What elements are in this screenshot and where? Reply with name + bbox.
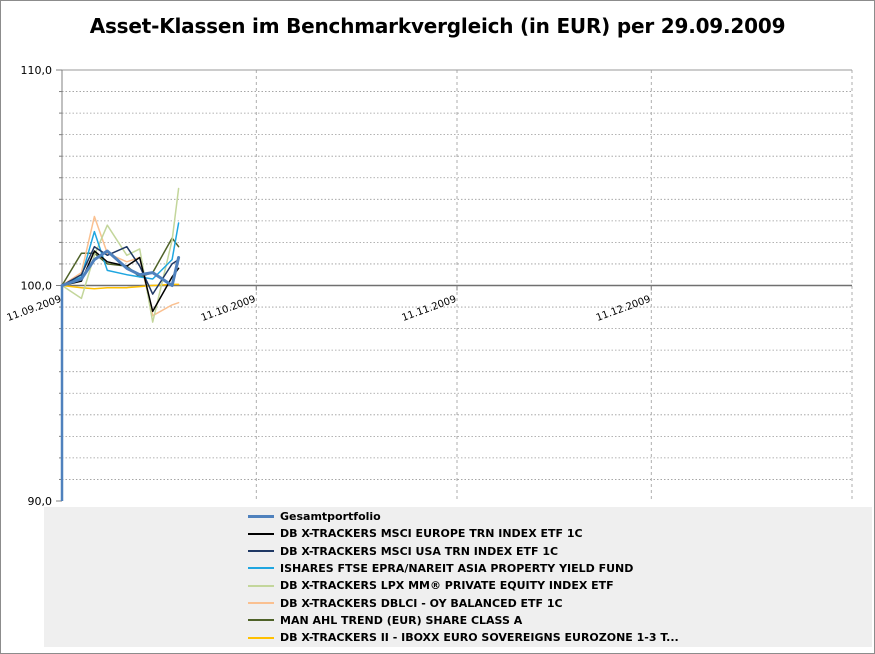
legend-item: DB X-TRACKERS MSCI EUROPE TRN INDEX ETF …: [248, 525, 583, 542]
x-tick-label: 11.09.2009: [5, 294, 63, 324]
x-tick-label: 11.12.2009: [595, 294, 653, 324]
legend-label: ISHARES FTSE EPRA/NAREIT ASIA PROPERTY Y…: [280, 561, 634, 575]
legend-swatch: [248, 619, 274, 622]
chart-legend: Gesamtportfolio DB X-TRACKERS MSCI EUROPE…: [44, 507, 872, 647]
legend-item: DB X-TRACKERS LPX MM® PRIVATE EQUITY IND…: [248, 577, 614, 594]
legend-label: DB X-TRACKERS II - IBOXX EURO SOVEREIGNS…: [280, 631, 679, 645]
legend-label: MAN AHL TREND (EUR) SHARE CLASS A: [280, 613, 523, 627]
legend-swatch: [248, 567, 274, 570]
legend-label: DB X-TRACKERS LPX MM® PRIVATE EQUITY IND…: [280, 579, 614, 593]
chart-title: Asset-Klassen im Benchmarkvergleich (in …: [89, 14, 786, 38]
legend-label: DB X-TRACKERS DBLCI - OY BALANCED ETF 1C: [280, 596, 563, 610]
grid-lines: [62, 69, 853, 501]
x-tick-label: 11.10.2009: [200, 294, 258, 324]
legend-item: Gesamtportfolio: [248, 508, 381, 525]
series-line: [61, 187, 180, 323]
y-tick-label: 100,0: [21, 280, 53, 293]
legend-label: DB X-TRACKERS MSCI USA TRN INDEX ETF 1C: [280, 544, 559, 558]
legend-swatch: [248, 515, 274, 518]
legend-item: ISHARES FTSE EPRA/NAREIT ASIA PROPERTY Y…: [248, 560, 633, 577]
series-line: [60, 249, 181, 287]
legend-item: DB X-TRACKERS II - IBOXX EURO SOVEREIGNS…: [248, 629, 679, 646]
legend-item: MAN AHL TREND (EUR) SHARE CLASS A: [248, 612, 522, 629]
series-line: [61, 245, 180, 295]
legend-item: DB X-TRACKERS DBLCI - OY BALANCED ETF 1C: [248, 595, 563, 612]
legend-swatch: [248, 636, 274, 639]
y-tick-label: 90,0: [28, 495, 53, 508]
x-tick-label: 11.11.2009: [400, 294, 458, 324]
series-lines: [60, 187, 181, 501]
series-line: [61, 283, 180, 290]
legend-swatch: [248, 532, 274, 535]
legend-swatch: [248, 602, 274, 604]
legend-label: Gesamtportfolio: [280, 510, 381, 523]
legend-item: DB X-TRACKERS MSCI USA TRN INDEX ETF 1C: [248, 543, 558, 560]
series-line: [61, 215, 180, 317]
series-line: [61, 222, 180, 287]
y-tick-label: 110,0: [21, 64, 53, 77]
legend-swatch: [248, 584, 274, 587]
legend-label: DB X-TRACKERS MSCI EUROPE TRN INDEX ETF …: [280, 527, 583, 541]
legend-swatch: [248, 550, 274, 553]
